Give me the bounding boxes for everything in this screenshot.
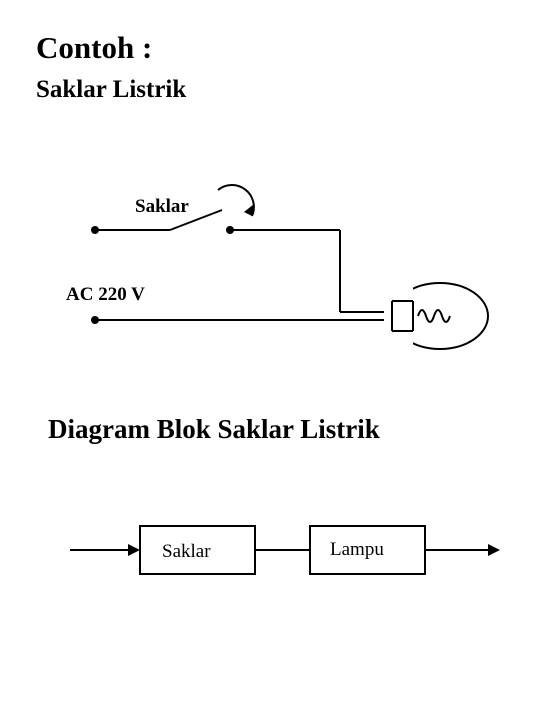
block-box1-label: Saklar bbox=[162, 541, 211, 562]
circuit-nodes bbox=[91, 226, 234, 324]
circuit-diagram: Saklar AC 220 V bbox=[0, 0, 540, 720]
block-box2-label: Lampu bbox=[330, 539, 384, 560]
switch-arc bbox=[218, 185, 254, 216]
source-label: AC 220 V bbox=[66, 284, 145, 305]
block-title: Diagram Blok Saklar Listrik bbox=[48, 414, 380, 444]
bulb-icon bbox=[384, 281, 488, 351]
filament-icon bbox=[418, 310, 450, 322]
page: Contoh : Saklar Listrik Saklar AC 220 V bbox=[0, 0, 540, 720]
switch-label: Saklar bbox=[135, 196, 189, 217]
block-diagram bbox=[70, 526, 500, 574]
